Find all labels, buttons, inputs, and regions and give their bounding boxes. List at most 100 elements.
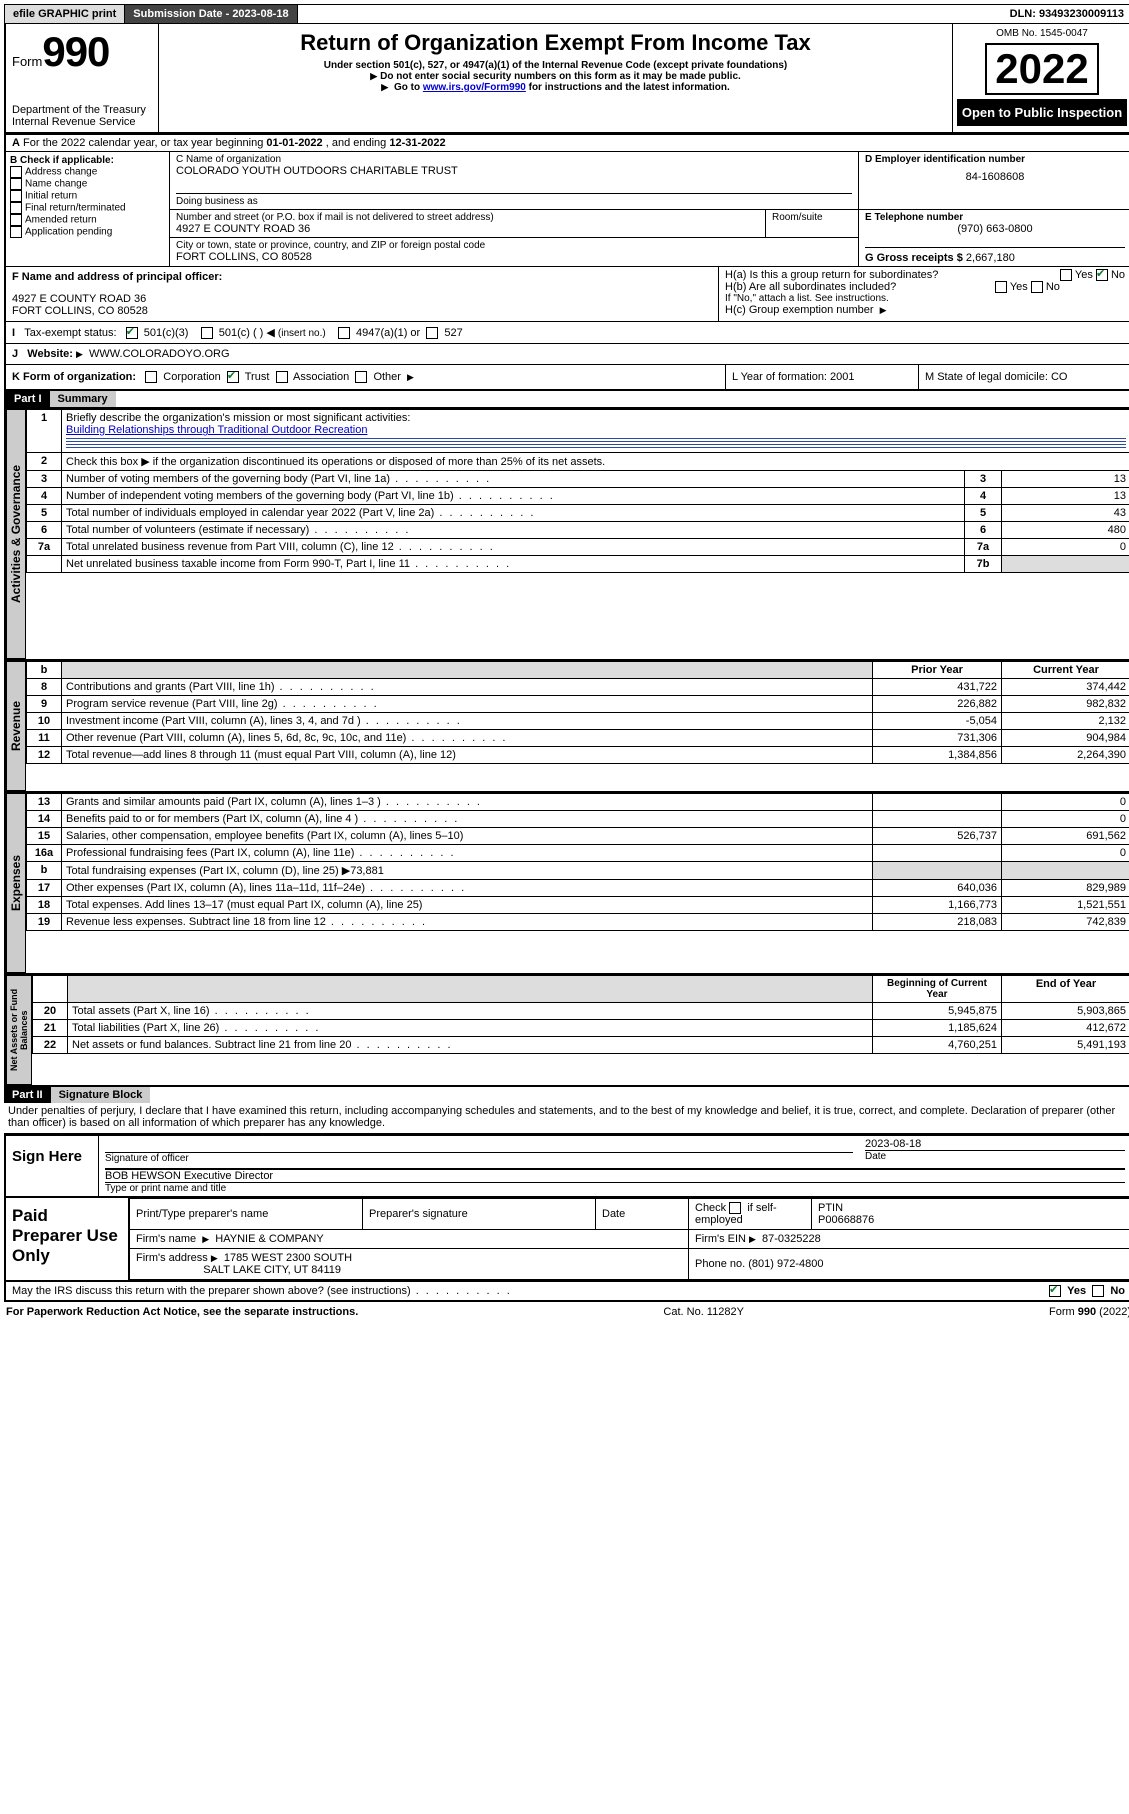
efile-print-button[interactable]: efile GRAPHIC print xyxy=(5,5,125,23)
insert-no-label: (insert no.) xyxy=(278,328,326,339)
table-row: 7aTotal unrelated business revenue from … xyxy=(27,539,1129,556)
ha-no-label: No xyxy=(1111,269,1125,281)
irs-label: Internal Revenue Service xyxy=(12,116,152,128)
firm-name: HAYNIE & COMPANY xyxy=(215,1233,323,1245)
ha-yes-checkbox[interactable] xyxy=(1060,269,1072,281)
mission-text[interactable]: Building Relationships through Tradition… xyxy=(66,424,367,436)
footer-mid: Cat. No. 11282Y xyxy=(663,1306,744,1318)
may-yes-label: Yes xyxy=(1067,1285,1086,1297)
application-pending-checkbox[interactable] xyxy=(10,226,22,238)
preparer-name-label: Print/Type preparer's name xyxy=(130,1199,363,1230)
table-row: 3Number of voting members of the governi… xyxy=(27,471,1129,488)
form-header: Form990 Department of the Treasury Inter… xyxy=(4,24,1129,134)
table-row: 10Investment income (Part VIII, column (… xyxy=(27,713,1129,730)
year-formation: L Year of formation: 2001 xyxy=(726,365,919,389)
section-b-checkboxes: B Check if applicable: Address change Na… xyxy=(6,152,170,266)
table-row: 18Total expenses. Add lines 13–17 (must … xyxy=(27,897,1129,914)
sig-date-label: Date xyxy=(865,1150,1125,1162)
officer-addr-2: FORT COLLINS, CO 80528 xyxy=(12,305,712,317)
check-label: Check xyxy=(695,1202,726,1214)
paid-preparer-label: Paid Preparer Use Only xyxy=(6,1198,129,1280)
initial-return-checkbox[interactable] xyxy=(10,190,22,202)
amended-return-checkbox[interactable] xyxy=(10,214,22,226)
tab-governance: Activities & Governance xyxy=(6,409,26,659)
beginning-year-header: Beginning of Current Year xyxy=(873,976,1002,1003)
city-label: City or town, state or province, country… xyxy=(176,240,852,251)
501c-checkbox[interactable] xyxy=(201,327,213,339)
open-public-inspection: Open to Public Inspection xyxy=(957,99,1127,126)
subtitle-3: Go to www.irs.gov/Form990 for instructio… xyxy=(165,82,946,93)
sign-here-label: Sign Here xyxy=(6,1136,99,1196)
prior-year-header: Prior Year xyxy=(873,662,1002,679)
gross-receipts-value: 2,667,180 xyxy=(966,252,1015,264)
4947-checkbox[interactable] xyxy=(338,327,350,339)
final-return-label: Final return/terminated xyxy=(25,203,126,214)
trust-label: Trust xyxy=(245,371,270,383)
dept-treasury: Department of the Treasury xyxy=(12,104,152,116)
hb-no-label: No xyxy=(1046,281,1060,293)
gross-receipts-label: G Gross receipts $ xyxy=(865,252,963,264)
hb-yes-label: Yes xyxy=(1010,281,1028,293)
org-name-label: C Name of organization xyxy=(176,154,852,165)
other-label: Other xyxy=(373,371,401,383)
firm-addr-2: SALT LAKE CITY, UT 84119 xyxy=(203,1264,341,1276)
form990-link[interactable]: www.irs.gov/Form990 xyxy=(423,82,526,93)
table-row: Net unrelated business taxable income fr… xyxy=(27,556,1129,573)
street-label: Number and street (or P.O. box if mail i… xyxy=(176,212,759,223)
tax-year-end: 12-31-2022 xyxy=(389,137,445,149)
form-number: 990 xyxy=(42,28,109,75)
table-row: bTotal fundraising expenses (Part IX, co… xyxy=(27,862,1129,880)
final-return-checkbox[interactable] xyxy=(10,202,22,214)
part-ii-label: Part II xyxy=(4,1087,51,1103)
h-b-note: If "No," attach a list. See instructions… xyxy=(725,293,1125,304)
association-checkbox[interactable] xyxy=(276,371,288,383)
corporation-label: Corporation xyxy=(163,371,220,383)
ha-no-checkbox[interactable] xyxy=(1096,269,1108,281)
527-checkbox[interactable] xyxy=(426,327,438,339)
submission-date: Submission Date - 2023-08-18 xyxy=(125,5,297,23)
expenses-table: 13Grants and similar amounts paid (Part … xyxy=(26,793,1129,931)
tax-year-begin: 01-01-2022 xyxy=(266,137,322,149)
h-c-label: H(c) Group exemption number xyxy=(725,304,874,316)
line-a-mid: , and ending xyxy=(323,137,390,149)
trust-checkbox[interactable] xyxy=(227,371,239,383)
firm-ein: 87-0325228 xyxy=(762,1233,821,1245)
other-checkbox[interactable] xyxy=(355,371,367,383)
tab-expenses: Expenses xyxy=(6,793,26,973)
table-row: 4Number of independent voting members of… xyxy=(27,488,1129,505)
may-no-checkbox[interactable] xyxy=(1092,1285,1104,1297)
hb-no-checkbox[interactable] xyxy=(1031,281,1043,293)
preparer-sig-label: Preparer's signature xyxy=(363,1199,596,1230)
501c3-checkbox[interactable] xyxy=(126,327,138,339)
corporation-checkbox[interactable] xyxy=(145,371,157,383)
website-value: WWW.COLORADOYO.ORG xyxy=(89,348,230,360)
arrow-icon xyxy=(211,1252,221,1264)
website-label: Website: xyxy=(27,348,73,360)
city-state-zip: FORT COLLINS, CO 80528 xyxy=(176,251,852,263)
hb-yes-checkbox[interactable] xyxy=(995,281,1007,293)
initial-return-label: Initial return xyxy=(25,191,77,202)
firm-name-label: Firm's name xyxy=(136,1233,196,1245)
may-discuss-label: May the IRS discuss this return with the… xyxy=(12,1285,1049,1297)
address-change-checkbox[interactable] xyxy=(10,166,22,178)
officer-name-label: Type or print name and title xyxy=(105,1182,1125,1194)
self-employed-checkbox[interactable] xyxy=(729,1202,741,1214)
may-yes-checkbox[interactable] xyxy=(1049,1285,1061,1297)
paid-preparer-block: Paid Preparer Use Only Print/Type prepar… xyxy=(4,1198,1129,1282)
address-change-label: Address change xyxy=(25,167,97,178)
527-label: 527 xyxy=(444,327,462,339)
table-row: 16aProfessional fundraising fees (Part I… xyxy=(27,845,1129,862)
part-i-header: Part ISummary xyxy=(4,391,1129,409)
may-discuss-row: May the IRS discuss this return with the… xyxy=(4,1282,1129,1302)
omb-number: OMB No. 1545-0047 xyxy=(957,28,1127,39)
table-row: 6Total number of volunteers (estimate if… xyxy=(27,522,1129,539)
firm-addr-label: Firm's address xyxy=(136,1252,208,1264)
h-a-label: H(a) Is this a group return for subordin… xyxy=(725,269,938,281)
row-i-tax-status: I Tax-exempt status: 501(c)(3) 501(c) ( … xyxy=(4,321,1129,343)
name-change-checkbox[interactable] xyxy=(10,178,22,190)
part-ii-title: Signature Block xyxy=(51,1087,151,1103)
dln: DLN: 93493230009113 xyxy=(1002,5,1129,23)
part-i-label: Part I xyxy=(6,391,50,407)
ha-yes-label: Yes xyxy=(1075,269,1093,281)
arrow-icon xyxy=(202,1233,212,1245)
